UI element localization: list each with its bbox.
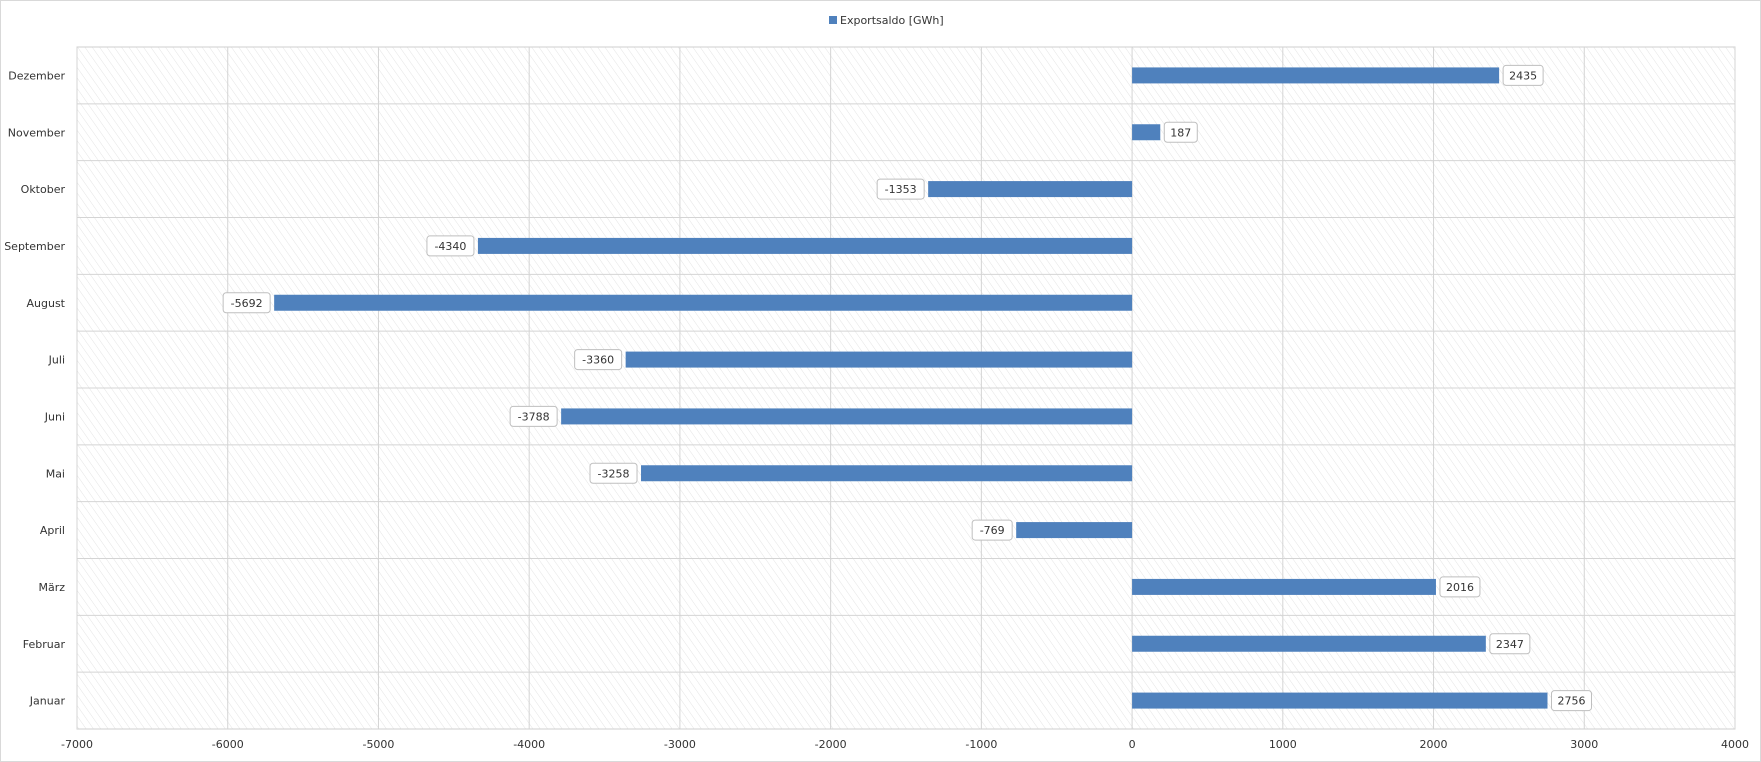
bar-januar <box>1132 692 1548 709</box>
y-category-label: September <box>4 240 65 253</box>
data-label: -3788 <box>509 405 558 427</box>
data-label-box <box>1550 690 1592 712</box>
data-label-value: 2016 <box>1446 581 1474 594</box>
x-axis-ticks: -7000 -6000 -5000 -4000 -3000 -2000 -1000 0 1000… <box>61 738 1749 751</box>
y-category-label: Juni <box>44 410 65 423</box>
data-label-box <box>589 462 638 484</box>
y-category-label: Juli <box>48 354 65 367</box>
gridlines <box>76 47 1736 729</box>
x-tick-label: -5000 <box>362 738 394 751</box>
x-tick-label: 1000 <box>1269 738 1297 751</box>
data-label: -3360 <box>574 349 623 371</box>
data-label-value: -3258 <box>598 467 630 480</box>
data-label: -1353 <box>876 178 925 200</box>
data-label-box <box>1163 121 1198 143</box>
x-tick-label: -2000 <box>815 738 847 751</box>
data-label-value: -4340 <box>434 240 466 253</box>
data-label-box <box>574 349 623 371</box>
bar-februar <box>1132 635 1486 652</box>
y-category-label: Dezember <box>8 69 65 82</box>
data-label-value: 2347 <box>1496 638 1524 651</box>
data-label-box <box>426 235 475 257</box>
y-category-label: Januar <box>29 695 66 708</box>
data-label: 2347 <box>1489 633 1531 655</box>
data-label-value: -3788 <box>518 410 550 423</box>
data-label-value: -5692 <box>231 297 263 310</box>
bar-april <box>1016 522 1133 539</box>
data-label-value: -1353 <box>885 183 917 196</box>
x-tick-label: -3000 <box>664 738 696 751</box>
data-label: -4340 <box>426 235 475 257</box>
data-label-box <box>509 405 558 427</box>
bar-august <box>274 294 1133 311</box>
data-label: -5692 <box>222 292 271 314</box>
data-label-value: -769 <box>980 524 1005 537</box>
data-label: -769 <box>971 519 1013 541</box>
bar-märz <box>1132 578 1436 595</box>
x-tick-label: -4000 <box>513 738 545 751</box>
bar-mai <box>641 465 1133 482</box>
y-axis-categories: Januar Februar März April Mai Juni Juli August S… <box>4 69 65 707</box>
x-tick-label: -1000 <box>965 738 997 751</box>
y-category-label: Mai <box>46 467 65 480</box>
data-label: 2756 <box>1550 690 1592 712</box>
data-label: -3258 <box>589 462 638 484</box>
data-label: 2435 <box>1502 64 1544 86</box>
y-category-label: August <box>27 297 66 310</box>
data-label-box <box>876 178 925 200</box>
bar-november <box>1132 124 1161 141</box>
data-label-box <box>222 292 271 314</box>
data-label-box <box>1489 633 1531 655</box>
x-tick-label: -6000 <box>212 738 244 751</box>
y-category-label: November <box>8 126 66 139</box>
data-label-box <box>1502 64 1544 86</box>
bars <box>274 67 1548 709</box>
data-label-value: 2435 <box>1509 69 1537 82</box>
data-label: 187 <box>1163 121 1198 143</box>
data-label-value: -3360 <box>582 354 614 367</box>
data-labels: 2756 2347 2016 -769 -3258 -3788 -3360 -5692 -434… <box>222 64 1592 712</box>
legend-swatch <box>829 16 837 24</box>
bar-september <box>477 237 1133 254</box>
bar-oktober <box>928 181 1133 198</box>
data-label: 2016 <box>1439 576 1481 598</box>
bar-juli <box>625 351 1133 368</box>
legend-label: Exportsaldo [GWh] <box>840 14 944 27</box>
x-tick-label: 3000 <box>1570 738 1598 751</box>
x-tick-label: 0 <box>1129 738 1136 751</box>
bar-juni <box>561 408 1133 425</box>
y-category-label: April <box>40 524 65 537</box>
data-label-box <box>1439 576 1481 598</box>
y-category-label: Oktober <box>21 183 66 196</box>
x-tick-label: 2000 <box>1420 738 1448 751</box>
x-tick-label: -7000 <box>61 738 93 751</box>
data-label-value: 2756 <box>1557 695 1585 708</box>
data-label-value: 187 <box>1170 126 1191 139</box>
data-label-box <box>971 519 1013 541</box>
bar-dezember <box>1132 67 1500 84</box>
x-tick-label: 4000 <box>1721 738 1749 751</box>
chart-legend: Exportsaldo [GWh] <box>829 14 944 27</box>
y-category-label: März <box>38 581 65 594</box>
y-category-label: Februar <box>23 638 66 651</box>
